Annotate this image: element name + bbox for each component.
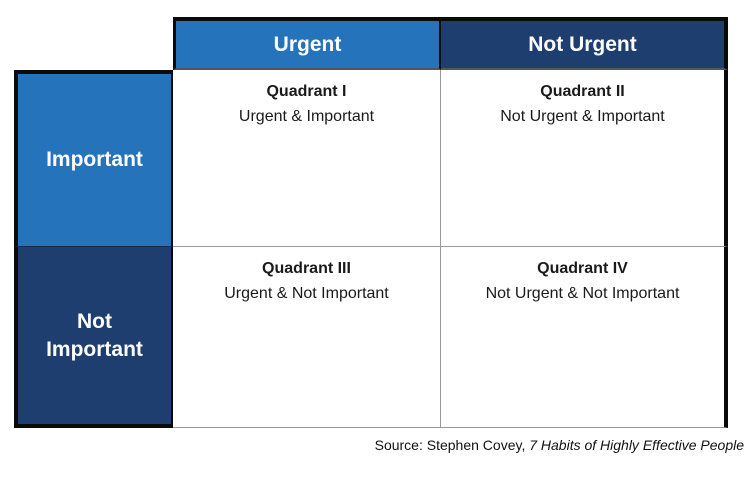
- source-citation-prefix: Source: Stephen Covey,: [374, 437, 530, 453]
- corner-spacer: [14, 17, 173, 70]
- quadrant-1-subtitle: Urgent & Important: [238, 108, 375, 125]
- column-header-not-urgent: Not Urgent: [441, 17, 728, 70]
- column-header-urgent-label: Urgent: [273, 32, 342, 56]
- quadrant-2-subtitle: Not Urgent & Important: [500, 108, 665, 125]
- column-header-not-urgent-label: Not Urgent: [528, 32, 637, 56]
- quadrant-3-subtitle: Urgent & Not Important: [224, 285, 389, 302]
- quadrant-4-cell: Quadrant IV Not Urgent & Not Important: [441, 247, 728, 428]
- row-header-important-label: Important: [46, 148, 143, 172]
- quadrant-3-cell: Quadrant III Urgent & Not Important: [173, 247, 441, 428]
- column-header-urgent: Urgent: [173, 17, 441, 70]
- source-citation: Source: Stephen Covey, 7 Habits of Highl…: [375, 437, 744, 453]
- quadrant-2-title: Quadrant II: [540, 83, 625, 100]
- quadrant-4-subtitle: Not Urgent & Not Important: [485, 285, 680, 302]
- quadrant-4-title: Quadrant IV: [537, 260, 628, 277]
- eisenhower-matrix-table: Urgent Not Urgent Important Quadrant I U…: [14, 17, 728, 428]
- quadrant-3-title: Quadrant III: [262, 260, 351, 277]
- quadrant-1-title: Quadrant I: [266, 83, 347, 100]
- row-header-not-important: Not Important: [14, 247, 173, 428]
- row-header-not-important-label: Not Important: [46, 310, 143, 361]
- row-header-important: Important: [14, 70, 173, 247]
- quadrant-2-cell: Quadrant II Not Urgent & Important: [441, 70, 728, 247]
- quadrant-1-cell: Quadrant I Urgent & Important: [173, 70, 441, 247]
- source-book-title: 7 Habits of Highly Effective People: [529, 437, 744, 453]
